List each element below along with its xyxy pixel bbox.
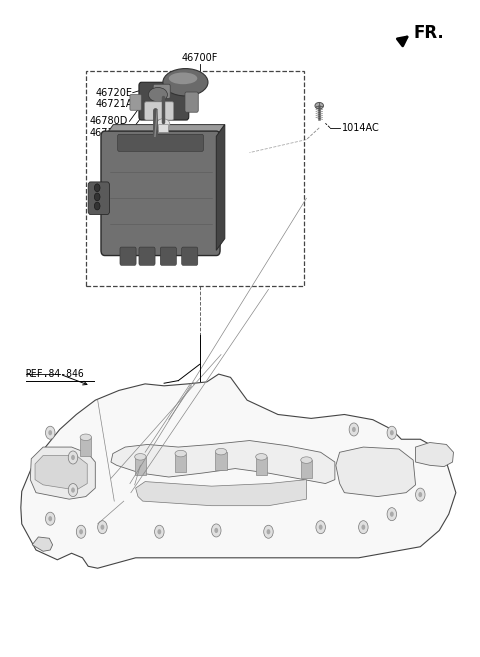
Bar (80, 438, 92, 455)
Circle shape (155, 525, 164, 538)
Text: 46718C: 46718C (89, 128, 127, 138)
Text: 46711A: 46711A (105, 146, 142, 156)
Polygon shape (416, 443, 454, 466)
Text: 1014AC: 1014AC (342, 123, 380, 133)
Polygon shape (32, 537, 53, 551)
FancyBboxPatch shape (153, 84, 170, 99)
Circle shape (46, 512, 55, 525)
Ellipse shape (175, 450, 186, 457)
Circle shape (319, 524, 323, 530)
Bar (158, 124, 168, 132)
FancyBboxPatch shape (185, 92, 198, 112)
Circle shape (48, 516, 52, 521)
Bar (135, 457, 146, 475)
Circle shape (68, 484, 78, 497)
Circle shape (100, 524, 104, 530)
Circle shape (416, 488, 425, 501)
Circle shape (71, 455, 75, 460)
Bar (216, 451, 227, 470)
FancyBboxPatch shape (130, 95, 141, 110)
Text: FR.: FR. (413, 24, 444, 41)
FancyBboxPatch shape (160, 247, 177, 265)
Circle shape (349, 423, 359, 436)
Circle shape (387, 508, 396, 521)
Circle shape (79, 529, 83, 534)
Polygon shape (35, 455, 87, 490)
Circle shape (95, 184, 100, 192)
Circle shape (212, 524, 221, 537)
Ellipse shape (148, 87, 168, 102)
Text: 46780D: 46780D (89, 116, 128, 126)
Ellipse shape (135, 453, 146, 460)
FancyBboxPatch shape (88, 182, 109, 214)
Polygon shape (21, 374, 456, 568)
Polygon shape (105, 125, 225, 136)
Circle shape (215, 528, 218, 533)
Circle shape (387, 426, 396, 440)
Text: 46720E: 46720E (96, 87, 132, 98)
Ellipse shape (315, 102, 324, 109)
Ellipse shape (301, 457, 312, 463)
Circle shape (68, 451, 78, 464)
Ellipse shape (170, 79, 204, 93)
Ellipse shape (156, 119, 170, 129)
Bar (301, 460, 312, 478)
Text: REF.84-846: REF.84-846 (25, 369, 84, 379)
Circle shape (390, 512, 394, 517)
Circle shape (352, 427, 356, 432)
Circle shape (97, 521, 107, 533)
Circle shape (359, 521, 368, 533)
Bar (256, 457, 267, 475)
Circle shape (419, 492, 422, 497)
FancyBboxPatch shape (144, 102, 174, 120)
Polygon shape (216, 125, 225, 250)
Ellipse shape (216, 448, 227, 455)
Circle shape (48, 430, 52, 436)
Polygon shape (30, 447, 96, 499)
Circle shape (390, 430, 394, 436)
Polygon shape (136, 480, 306, 506)
Circle shape (157, 529, 161, 534)
Circle shape (264, 525, 273, 538)
Circle shape (361, 524, 365, 530)
Text: 46721A: 46721A (96, 99, 133, 109)
Circle shape (95, 202, 100, 210)
Circle shape (46, 426, 55, 440)
Ellipse shape (169, 72, 197, 84)
Ellipse shape (80, 434, 92, 441)
FancyBboxPatch shape (120, 247, 136, 265)
Bar (86, 71, 304, 286)
Circle shape (71, 487, 75, 493)
Polygon shape (336, 447, 416, 497)
Ellipse shape (256, 453, 267, 460)
Circle shape (266, 529, 270, 534)
Circle shape (316, 521, 325, 533)
Ellipse shape (163, 68, 208, 96)
FancyBboxPatch shape (139, 247, 155, 265)
Text: 46700F: 46700F (181, 53, 218, 62)
FancyBboxPatch shape (101, 131, 220, 256)
FancyBboxPatch shape (118, 135, 204, 151)
Circle shape (95, 193, 100, 201)
Bar (175, 453, 186, 472)
Polygon shape (111, 441, 335, 484)
Circle shape (76, 525, 86, 538)
FancyBboxPatch shape (181, 247, 198, 265)
FancyBboxPatch shape (139, 82, 189, 120)
